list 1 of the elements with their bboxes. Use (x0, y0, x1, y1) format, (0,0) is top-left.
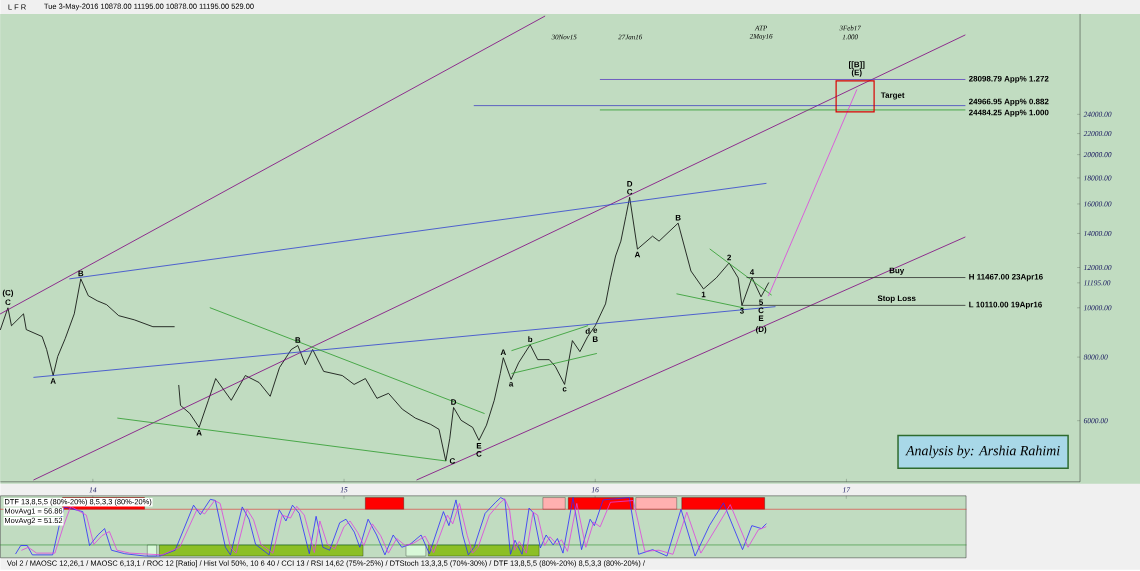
annotation: Analysis by: Arshia Rahimi (905, 445, 1060, 459)
